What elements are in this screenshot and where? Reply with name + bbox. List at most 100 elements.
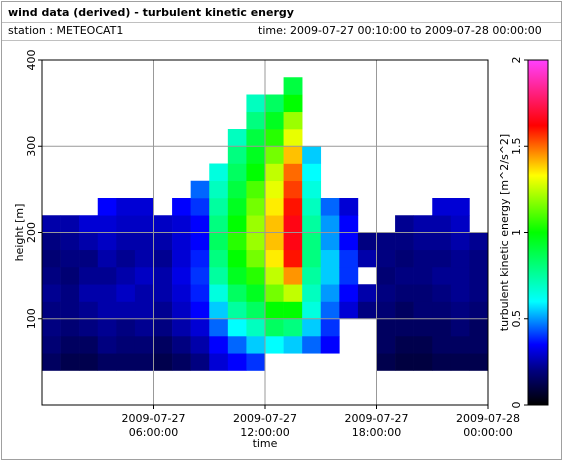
heatmap-cell (413, 267, 433, 285)
x-tick-label-line: 00:00:00 (463, 426, 512, 439)
heatmap-cell (265, 94, 284, 113)
heatmap-cell (134, 284, 154, 302)
heatmap-cell (265, 111, 284, 130)
heatmap-cell (227, 284, 247, 302)
period-label: time: 2009-07-27 00:10:00 to 2009-07-28 … (258, 24, 542, 37)
heatmap-cell (172, 198, 191, 216)
heatmap-cell (42, 336, 61, 354)
x-tick-label: 2009-07-27 18:00:00 (345, 412, 409, 439)
heatmap-cell (246, 94, 266, 113)
heatmap-cell (227, 163, 247, 182)
heatmap-cell (265, 249, 284, 268)
y-tick-label: 400 (25, 50, 38, 71)
heatmap-cell (469, 353, 489, 371)
heatmap-cell (320, 232, 340, 251)
heatmap-cell (283, 77, 303, 95)
heatmap-cell (209, 301, 229, 320)
heatmap-cell (227, 180, 247, 199)
heatmap-cell (60, 249, 80, 268)
heatmap-cell (450, 215, 470, 233)
heatmap-cell (227, 146, 247, 164)
heatmap-cell (395, 249, 414, 268)
colorbar-tick-label: 1.5 (510, 138, 523, 156)
heatmap-cell (265, 163, 284, 182)
heatmap-cell (376, 318, 396, 337)
heatmap-cell (450, 336, 470, 354)
heatmap-cell (246, 198, 266, 216)
heatmap-cell (450, 198, 470, 216)
heatmap-cell (190, 232, 210, 251)
heatmap-cell (413, 249, 433, 268)
heatmap-cell (116, 301, 136, 320)
heatmap-cell (134, 215, 154, 233)
heatmap-cell (116, 353, 136, 371)
heatmap-cell (413, 215, 433, 233)
heatmap-cell (302, 301, 322, 320)
heatmap-cell (469, 336, 489, 354)
heatmap-cell (450, 232, 470, 251)
heatmap-cell (395, 215, 414, 233)
x-tick-label: 2009-07-28 00:00:00 (456, 412, 520, 439)
x-tick-label-line: 2009-07-28 (456, 412, 520, 425)
heatmap-cell (395, 284, 414, 302)
heatmap-cell (246, 163, 266, 182)
heatmap-cell (209, 180, 229, 199)
heatmap-cell (357, 301, 377, 320)
heatmap-cell (246, 353, 266, 371)
heatmap-cell (413, 301, 433, 320)
heatmap-cell (227, 267, 247, 285)
heatmap-cell (153, 284, 173, 302)
heatmap-cell (469, 267, 489, 285)
heatmap-cell (302, 284, 322, 302)
heatmap-cell (172, 249, 191, 268)
heatmap-cell (209, 198, 229, 216)
heatmap-cell (302, 163, 322, 182)
heatmap-cell (432, 215, 452, 233)
heatmap-cell (97, 336, 117, 354)
heatmap-cell (246, 336, 266, 354)
heatmap-cell (97, 249, 117, 268)
x-tick-label-line: 2009-07-27 (233, 412, 297, 425)
heatmap-cell (450, 284, 470, 302)
plot-frame (41, 59, 489, 406)
heatmap-cell (97, 232, 117, 251)
heatmap-cell (116, 215, 136, 233)
heatmap-cell (134, 232, 154, 251)
station-label: station : METEOCAT1 (8, 24, 123, 37)
heatmap-cell (227, 232, 247, 251)
heatmap-cell (432, 267, 452, 285)
heatmap-cell (134, 336, 154, 354)
x-tick-label-line: 06:00:00 (129, 426, 178, 439)
heatmap-cell (209, 232, 229, 251)
heatmap-cell (42, 318, 61, 337)
heatmap-cell (339, 284, 359, 302)
heatmap-cell (320, 284, 340, 302)
heatmap-cell (283, 129, 303, 147)
heatmap-cell (395, 232, 414, 251)
heatmap-cell (283, 146, 303, 164)
heatmap-cell (60, 318, 80, 337)
x-tick-label: 2009-07-27 12:00:00 (233, 412, 297, 439)
heatmap-cell (265, 146, 284, 164)
heatmap-cell (265, 198, 284, 216)
heatmap-cell (469, 232, 489, 251)
heatmap-cell (469, 284, 489, 302)
heatmap-cell (190, 267, 210, 285)
heatmap-cell (79, 284, 99, 302)
heatmap-cell (134, 267, 154, 285)
heatmap-cell (227, 249, 247, 268)
heatmap-cell (227, 215, 247, 233)
x-tick-label-line: 2009-07-27 (122, 412, 186, 425)
heatmap-cell (153, 353, 173, 371)
heatmap-cell (190, 215, 210, 233)
heatmap-cell (376, 301, 396, 320)
heatmap-cell (432, 232, 452, 251)
heatmap-cell (227, 318, 247, 337)
heatmap-cell (339, 232, 359, 251)
x-tick-label: 2009-07-27 06:00:00 (122, 412, 186, 439)
heatmap-cell (190, 301, 210, 320)
heatmap-cell (246, 146, 266, 164)
colorbar (527, 59, 549, 406)
heatmap-cell (320, 301, 340, 320)
